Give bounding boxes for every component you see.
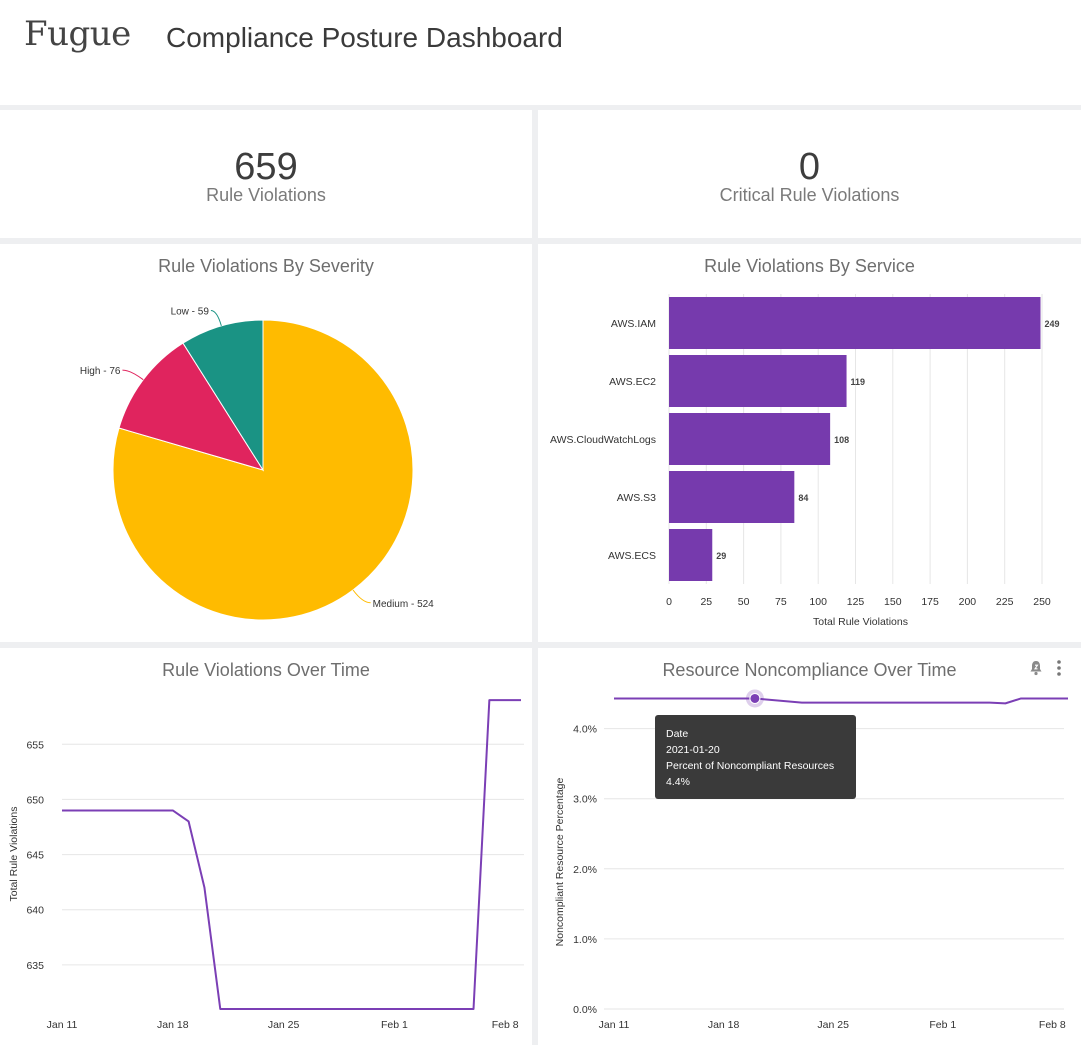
- tooltip-box: [655, 715, 856, 799]
- kpi-value: 659: [234, 146, 298, 188]
- y-tick-label: AWS.IAM: [611, 318, 656, 330]
- pie-slice-high: [118, 342, 265, 471]
- service-chart-panel: Rule Violations By Service 0 25 50 75 100 125…: [538, 244, 1081, 642]
- kpi-critical-violations: 0 Critical Rule Violations: [538, 110, 1081, 238]
- x-tick-label: 225: [996, 596, 1014, 608]
- y-tick-label: AWS.S3: [617, 492, 656, 504]
- bar-value-label: 84: [798, 493, 808, 503]
- x-tick-label: 250: [1033, 596, 1051, 608]
- header: Fugue Compliance Posture Dashboard: [0, 0, 1081, 105]
- bar-value-label: 29: [716, 551, 726, 561]
- chart-title: Rule Violations By Service: [704, 256, 915, 276]
- x-tick-label: 200: [959, 596, 977, 608]
- bar-value-label: 119: [851, 377, 866, 387]
- bar-value-label: 108: [834, 435, 849, 445]
- x-tick-label: 0: [666, 596, 672, 608]
- x-tick-label: 25: [700, 596, 712, 608]
- tooltip-date-label: Date: [666, 728, 688, 740]
- x-tick-label: 75: [775, 596, 787, 608]
- pie-data-label: High - 76: [80, 366, 121, 377]
- bar-value-label: 249: [1045, 319, 1060, 329]
- series-line: [62, 699, 521, 1010]
- pie-data-label: Low - 59: [171, 307, 210, 318]
- tooltip-date-value: 2021-01-20: [666, 744, 720, 756]
- kpi-label: Critical Rule Violations: [719, 185, 900, 205]
- pie-label-connector: [122, 369, 144, 381]
- alert-bell-icon[interactable]: [1027, 658, 1045, 678]
- pie-data-label: Medium - 524: [373, 599, 435, 610]
- x-tick-label: Jan 18: [157, 1019, 189, 1031]
- x-tick-label: Feb 8: [492, 1019, 519, 1031]
- x-tick-label: Feb 8: [1039, 1019, 1066, 1031]
- series-line: [614, 697, 1068, 705]
- kpi-value: 0: [798, 146, 821, 188]
- x-axis-label: Total Rule Violations: [813, 616, 908, 628]
- fugue-logo[interactable]: Fugue: [24, 14, 131, 54]
- violations-over-time-panel: Rule Violations Over Time 655 650 645 640 63…: [0, 648, 532, 1045]
- bar-aws-cloudwatchlogs: [669, 413, 831, 465]
- y-tick-label: 0.0%: [573, 1004, 597, 1016]
- x-tick-label: Jan 25: [268, 1019, 300, 1031]
- service-bar-chart: 0 25 50 75 100 125 150 175 200 225 250 AWS.IAM 249 AW…: [550, 294, 1060, 628]
- tooltip-metric-value: 4.4%: [666, 776, 690, 788]
- severity-pie-chart: Medium - 524 High - 76 Low - 59: [80, 307, 435, 621]
- x-tick-label: 50: [738, 596, 750, 608]
- x-tick-label: Jan 18: [708, 1019, 740, 1031]
- bar-aws-iam: [669, 297, 1041, 349]
- x-tick-label: 175: [921, 596, 939, 608]
- y-tick-label: AWS.EC2: [609, 376, 656, 388]
- chart-title: Rule Violations Over Time: [162, 660, 370, 680]
- tooltip-metric-label: Percent of Noncompliant Resources: [666, 760, 834, 772]
- kpi-label: Rule Violations: [206, 185, 326, 205]
- pie-label-connector: [352, 589, 371, 604]
- y-tick-label: 655: [26, 739, 44, 751]
- violations-line-chart: 655 650 645 640 635 Jan 11 Jan 18 Jan 25 Feb 1 Fe…: [8, 699, 524, 1031]
- x-tick-label: Feb 1: [381, 1019, 408, 1031]
- x-tick-label: 125: [847, 596, 865, 608]
- pie-slice-low: [182, 319, 264, 472]
- y-tick-label: 640: [26, 905, 44, 917]
- y-tick-label: 4.0%: [573, 724, 597, 736]
- y-tick-label: 650: [26, 794, 44, 806]
- bar-aws-ecs: [669, 529, 713, 581]
- more-options-icon[interactable]: [1050, 658, 1068, 678]
- bar-aws-s3: [669, 471, 795, 523]
- kpi-rule-violations: 659 Rule Violations: [0, 110, 532, 238]
- x-tick-label: Jan 11: [599, 1019, 630, 1031]
- y-tick-label: 635: [26, 960, 44, 972]
- x-tick-label: Feb 1: [929, 1019, 956, 1031]
- y-axis-label: Total Rule Violations: [8, 807, 20, 902]
- x-tick-label: Jan 11: [47, 1019, 78, 1031]
- page-title: Compliance Posture Dashboard: [166, 22, 563, 53]
- chart-title: Rule Violations By Severity: [158, 256, 374, 276]
- y-tick-label: 645: [26, 850, 44, 862]
- noncompliance-line-chart: 4.0% 3.0% 2.0% 1.0% 0.0%Jan 11 Jan 18 Jan 25 Fe…: [554, 689, 1068, 1031]
- highlight-point: [749, 692, 761, 704]
- y-tick-label: AWS.CloudWatchLogs: [550, 434, 656, 446]
- x-tick-label: Jan 25: [817, 1019, 849, 1031]
- y-tick-label: AWS.ECS: [608, 550, 656, 562]
- pie-label-connector: [210, 310, 222, 327]
- x-tick-label: 100: [809, 596, 827, 608]
- y-axis-label: Noncompliant Resource Percentage: [554, 778, 566, 947]
- severity-chart-panel: Rule Violations By Severity Medium - 524…: [0, 244, 532, 642]
- y-tick-label: 2.0%: [573, 864, 597, 876]
- y-tick-label: 1.0%: [573, 934, 597, 946]
- x-tick-label: 150: [884, 596, 902, 608]
- noncompliance-over-time-panel: Resource Noncompliance Over Time 4.0% 3.0…: [538, 648, 1081, 1045]
- chart-title: Resource Noncompliance Over Time: [662, 660, 957, 680]
- bar-aws-ec2: [669, 355, 847, 407]
- y-tick-label: 3.0%: [573, 794, 597, 806]
